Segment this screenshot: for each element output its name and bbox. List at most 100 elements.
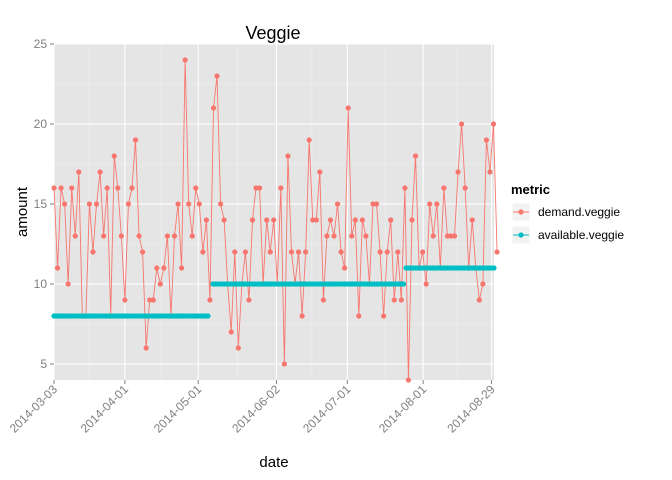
demand-point (413, 153, 418, 158)
y-axis: 510152025 (34, 37, 54, 371)
demand-point (69, 185, 74, 190)
demand-point (62, 201, 67, 206)
demand-point (385, 249, 390, 254)
demand-point (339, 249, 344, 254)
demand-point (197, 201, 202, 206)
y-tick-label: 10 (34, 277, 48, 291)
demand-point (105, 185, 110, 190)
demand-point (324, 233, 329, 238)
demand-point (133, 137, 138, 142)
demand-point (349, 233, 354, 238)
demand-point (76, 169, 81, 174)
legend: metric demand.veggie available.veggie (511, 182, 624, 244)
demand-point (477, 297, 482, 302)
x-tick-label: 2014-04-01 (78, 382, 132, 436)
demand-point (285, 153, 290, 158)
demand-point (115, 185, 120, 190)
x-tick-label: 2014-08-29 (444, 382, 498, 436)
demand-point (214, 73, 219, 78)
demand-point (441, 185, 446, 190)
demand-point (250, 217, 255, 222)
demand-point (122, 297, 127, 302)
demand-point (289, 249, 294, 254)
y-axis-title: amount (14, 186, 31, 237)
demand-point (420, 249, 425, 254)
demand-point (484, 137, 489, 142)
x-tick-label: 2014-06-02 (229, 382, 283, 436)
legend-label-available: available.veggie (538, 228, 624, 242)
legend-label-demand: demand.veggie (538, 205, 620, 219)
x-axis-title: date (259, 454, 288, 471)
demand-point (463, 185, 468, 190)
demand-point (87, 201, 92, 206)
demand-point (51, 185, 56, 190)
demand-point (377, 249, 382, 254)
x-tick-label: 2014-07-01 (300, 382, 354, 436)
legend-item-demand: demand.veggie (512, 203, 620, 221)
demand-point (144, 345, 149, 350)
demand-point (381, 313, 386, 318)
demand-point (459, 121, 464, 126)
demand-point (172, 233, 177, 238)
demand-point (222, 217, 227, 222)
y-tick-label: 25 (34, 37, 48, 51)
demand-point (183, 57, 188, 62)
demand-point (179, 265, 184, 270)
legend-key-available-point (518, 232, 523, 237)
demand-point (207, 297, 212, 302)
demand-point (331, 233, 336, 238)
demand-point (494, 249, 499, 254)
demand-point (278, 185, 283, 190)
demand-point (356, 313, 361, 318)
demand-point (73, 233, 78, 238)
demand-point (434, 201, 439, 206)
legend-title: metric (511, 182, 550, 197)
x-tick-label: 2014-08-01 (376, 382, 430, 436)
demand-point (480, 281, 485, 286)
demand-point (303, 249, 308, 254)
demand-point (406, 377, 411, 382)
x-axis: 2014-03-03 2014-04-01 2014-05-01 2014-06-02… (7, 380, 498, 436)
legend-key-demand-point (518, 209, 523, 214)
demand-point (409, 217, 414, 222)
available-point (491, 265, 496, 270)
demand-point (282, 361, 287, 366)
demand-point (140, 249, 145, 254)
demand-point (360, 217, 365, 222)
demand-point (193, 185, 198, 190)
demand-point (97, 169, 102, 174)
demand-point (243, 249, 248, 254)
demand-point (257, 185, 262, 190)
demand-point (158, 281, 163, 286)
demand-point (101, 233, 106, 238)
demand-point (346, 105, 351, 110)
demand-point (175, 201, 180, 206)
available-point (205, 313, 210, 318)
demand-point (470, 217, 475, 222)
y-tick-label: 15 (34, 197, 48, 211)
demand-point (395, 249, 400, 254)
demand-point (328, 217, 333, 222)
demand-point (431, 233, 436, 238)
legend-item-available: available.veggie (512, 226, 624, 244)
demand-point (186, 201, 191, 206)
demand-point (317, 169, 322, 174)
demand-point (200, 249, 205, 254)
demand-point (94, 201, 99, 206)
available-point (401, 281, 406, 286)
demand-point (374, 201, 379, 206)
demand-point (218, 201, 223, 206)
demand-point (90, 249, 95, 254)
demand-point (112, 153, 117, 158)
demand-point (119, 233, 124, 238)
demand-point (136, 233, 141, 238)
demand-point (264, 217, 269, 222)
demand-point (236, 345, 241, 350)
demand-point (211, 105, 216, 110)
demand-point (246, 297, 251, 302)
demand-point (455, 169, 460, 174)
y-tick-label: 5 (40, 357, 47, 371)
demand-point (165, 233, 170, 238)
demand-point (388, 217, 393, 222)
